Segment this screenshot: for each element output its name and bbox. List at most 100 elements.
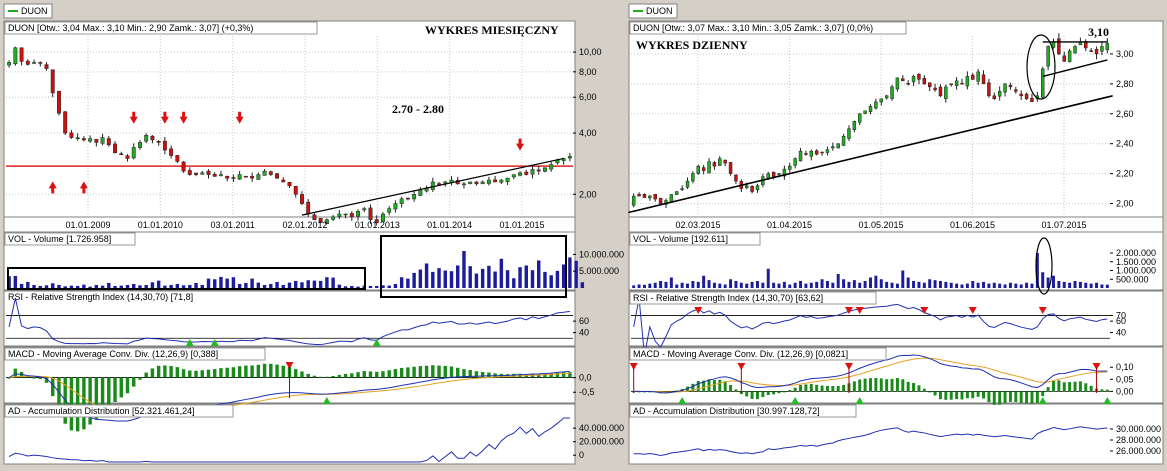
candle-body [505,177,510,182]
candle-body [393,203,398,210]
volume-bar [1014,283,1018,288]
right-symbol-tab[interactable]: DUON [628,3,678,19]
volume-bar [393,283,398,288]
macd-histogram-bar [381,371,385,378]
candle-body [814,150,819,155]
volume-bar [928,279,932,288]
volume-bar [675,284,679,288]
macd-histogram-bar [555,372,560,378]
volume-bar [343,286,348,288]
volume-bar [100,285,105,288]
volume-bar [561,264,566,288]
macd-histogram-bar [982,391,986,399]
macd-histogram-bar [300,371,304,378]
macd-histogram-bar [1046,387,1050,392]
volume-bar [917,281,921,288]
volume-bar [1078,281,1082,288]
volume-bar [474,273,479,288]
macd-histogram-bar [890,378,894,392]
candle-body [349,213,354,218]
volume-bar [250,278,254,288]
macd-histogram-bar [1025,391,1029,404]
macd-histogram-bar [809,383,813,392]
macd-histogram-bar [107,377,111,407]
volume-bar [949,282,953,288]
candle-body [879,98,883,103]
volume-bar [686,283,689,288]
volume-bar [1035,253,1039,288]
volume-bar [269,283,273,288]
volume-bar [150,282,155,288]
right-rsi-header: RSI - Relative Strength Index (14,30,70)… [633,293,823,303]
volume-bar [1030,283,1034,288]
volume-bar [51,283,55,288]
volume-bar [113,285,117,288]
volume-bar [206,278,211,288]
candle-body [766,173,770,179]
volume-bar [38,285,42,288]
volume-bar [653,282,657,288]
macd-histogram-bar [799,385,803,392]
volume-bar [782,281,786,288]
macd-histogram-bar [1030,391,1034,405]
volume-bar [1089,283,1093,288]
up-arrow-marker [79,181,88,194]
macd-histogram-bar [262,363,267,378]
candle-body [324,219,329,225]
volume-bar [712,282,716,288]
volume-bar [524,265,528,288]
candle-body [262,170,267,176]
volume-bar [874,275,878,288]
x-tick-label: 01.04.2015 [767,220,812,230]
candle-body [933,87,937,91]
volume-bar [1062,281,1066,288]
left-symbol-tab[interactable]: DUON [3,3,53,19]
candle-body [750,186,754,192]
macd-histogram-bar [32,377,36,379]
candle-body [181,161,186,172]
macd-histogram-bar [825,385,829,392]
candle-body [981,74,986,85]
sell-signal-marker [629,363,638,370]
candle-body [1073,46,1077,54]
candle-body [1014,89,1018,92]
candle-body [443,181,448,184]
candle-body [744,185,749,188]
macd-histogram-bar [306,373,310,378]
volume-bar [530,270,535,288]
macd-tick-label: 0,10 [1116,362,1134,372]
volume-bar [437,268,441,288]
candle-body [798,150,803,162]
volume-bar [325,277,329,288]
volume-bar [1003,284,1007,288]
candle-body [50,69,55,94]
macd-histogram-bar [745,391,749,397]
macd-histogram-bar [225,367,229,378]
right-indicator-lines [629,298,1112,456]
volume-bar [637,284,641,288]
sell-signal-marker [920,307,929,314]
macd-histogram-bar [343,373,348,378]
volume-bar [825,281,829,288]
macd-histogram-bar [1105,389,1109,392]
volume-bar [237,283,242,288]
volume-bar [890,282,894,288]
volume-bar [799,281,803,288]
candle-body [701,167,706,171]
buy-signal-marker [855,397,864,404]
volume-bar [755,281,759,288]
rsi-tick-label: 60 [579,316,589,326]
macd-histogram-bar [549,373,553,378]
volume-bar [156,280,161,288]
volume-bar [820,279,824,288]
macd-histogram-bar [1019,391,1023,403]
volume-bar [922,282,926,288]
macd-histogram-bar [804,384,808,392]
candle-body [131,147,136,159]
macd-histogram-bar [132,377,136,387]
volume-bar [287,282,292,288]
volume-bar [375,285,379,288]
volume-bar [194,282,198,288]
candle-body [820,151,824,154]
macd-histogram-bar [836,385,840,392]
